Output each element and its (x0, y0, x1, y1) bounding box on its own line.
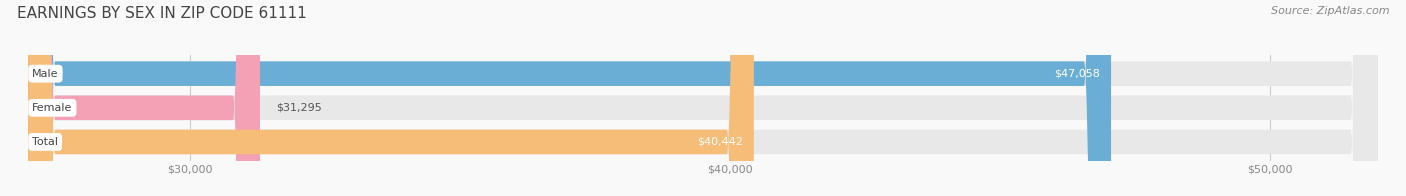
FancyBboxPatch shape (28, 0, 1378, 196)
Text: EARNINGS BY SEX IN ZIP CODE 61111: EARNINGS BY SEX IN ZIP CODE 61111 (17, 6, 307, 21)
FancyBboxPatch shape (28, 0, 260, 196)
Text: Total: Total (32, 137, 58, 147)
FancyBboxPatch shape (28, 0, 1378, 196)
Text: Female: Female (32, 103, 73, 113)
Text: Source: ZipAtlas.com: Source: ZipAtlas.com (1271, 6, 1389, 16)
FancyBboxPatch shape (28, 0, 1111, 196)
Text: Male: Male (32, 69, 59, 79)
Text: $31,295: $31,295 (276, 103, 322, 113)
Text: $40,442: $40,442 (697, 137, 742, 147)
FancyBboxPatch shape (28, 0, 754, 196)
FancyBboxPatch shape (28, 0, 1378, 196)
Text: $47,058: $47,058 (1054, 69, 1101, 79)
